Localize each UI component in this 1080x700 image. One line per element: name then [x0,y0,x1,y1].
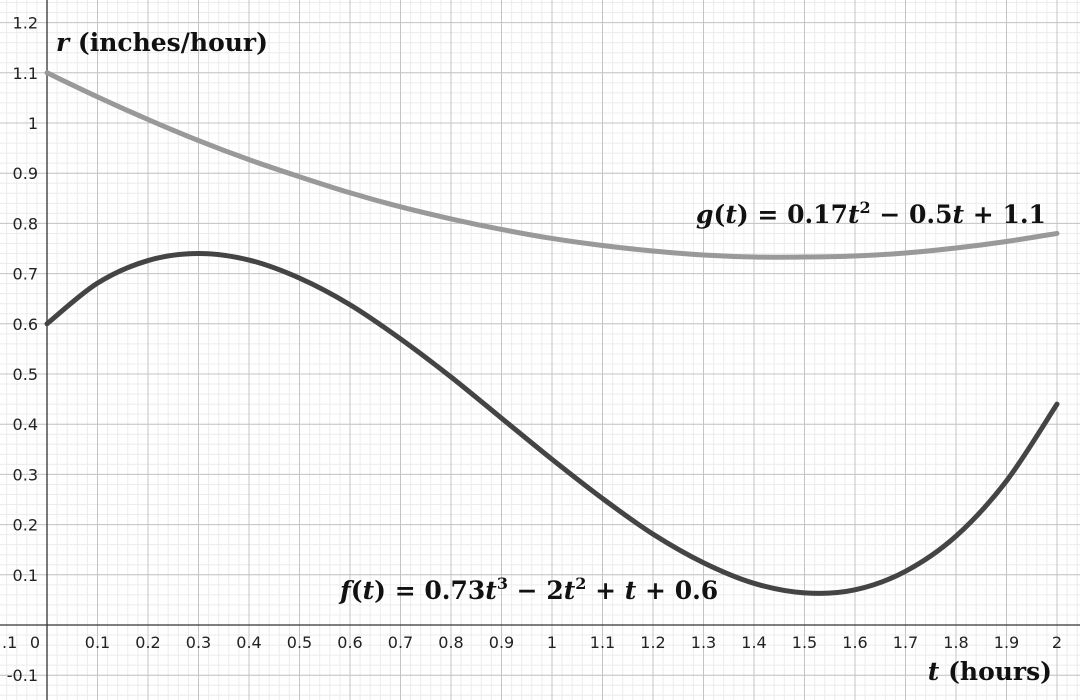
x-tick-label: 1.8 [943,633,968,652]
x-tick-label: 1.5 [792,633,817,652]
x-tick-label: 0.8 [438,633,463,652]
x-tick-label: 0.5 [287,633,312,652]
g-op1: − [871,200,909,229]
y-tick-label: 0.3 [13,465,38,484]
origin-label: 0 [30,633,40,652]
g-c1: 0.17 [787,200,848,229]
f-fn: f [338,576,355,605]
g-c3: 1.1 [1002,200,1046,229]
y-tick-label: 0.4 [13,415,38,434]
g-var-3: t [953,200,965,229]
g-curve-label: g(t) = 0.17t2 − 0.5t + 1.1 [696,198,1046,229]
y-axis-label: r (inches/hour) [56,28,268,57]
g-op2: + [964,200,1002,229]
x-edge-tick-label: .1 [2,633,17,652]
y-tick-label: 1.2 [13,14,38,33]
f-c3: 0.6 [675,576,719,605]
x-tick-label: 1.1 [590,633,615,652]
y-tick-label: 0.9 [13,164,38,183]
y-tick-label: 1.1 [13,64,38,83]
y-tick-label: 0.1 [13,566,38,585]
f-var-2: t [485,576,497,605]
x-tick-label: 1.9 [994,633,1019,652]
y-axis-var: r [56,28,71,57]
g-c2: 0.5 [909,200,953,229]
x-tick-label: 1 [547,633,557,652]
x-tick-label: 1.4 [741,633,766,652]
x-axis-label: t (hours) [928,657,1052,686]
f-op2: + [586,576,624,605]
f-p1: 3 [497,574,508,593]
y-tick-label: 0.8 [13,214,38,233]
f-curve [44,251,1060,596]
y-tick-label: 0.6 [13,315,38,334]
g-fn: g [696,200,713,229]
g-var-2: t [848,200,860,229]
x-tick-label: 0.2 [135,633,160,652]
y-axis-units: (inches/hour) [69,28,268,57]
x-tick-label: 0.3 [186,633,211,652]
x-axis-var: t [928,657,940,686]
g-curve [44,70,1060,260]
y-tick-label: 1 [28,114,38,133]
x-tick-label: 1.7 [893,633,918,652]
x-tick-label: 0.6 [337,633,362,652]
x-tick-label: 1.2 [640,633,665,652]
x-tick-label: 1.3 [691,633,716,652]
x-tick-label: 0.9 [489,633,514,652]
curves [44,70,1060,596]
g-p1: 2 [860,198,871,217]
x-tick-label: 0.4 [236,633,261,652]
y-tick-label: -0.1 [7,666,38,685]
x-tick-label: 0.7 [388,633,413,652]
f-op1: − [508,576,546,605]
y-tick-label: 0.5 [13,365,38,384]
f-var-3: t [564,576,576,605]
x-axis-units: (hours) [939,657,1052,686]
tick-labels: 0.1 0.2 0.3 0.4 0.5 0.6 0.7 0.8 0.9 1 1.1 1.2 1.3 1.4… [2,14,1062,686]
f-op3: + [636,576,674,605]
f-p2: 2 [575,574,586,593]
y-tick-label: 0.2 [13,516,38,535]
f-var-4: t [625,576,637,605]
f-var-1: t [363,576,375,605]
x-tick-label: 0.1 [85,633,110,652]
g-var-1: t [725,200,737,229]
x-tick-label: 1.6 [842,633,867,652]
f-curve-label: f(t) = 0.73t3 − 2t2 + t + 0.6 [338,574,718,605]
x-tick-label: 2 [1052,633,1062,652]
f-c2: 2 [546,576,563,605]
y-tick-label: 0.7 [13,265,38,284]
f-c1: 0.73 [424,576,485,605]
